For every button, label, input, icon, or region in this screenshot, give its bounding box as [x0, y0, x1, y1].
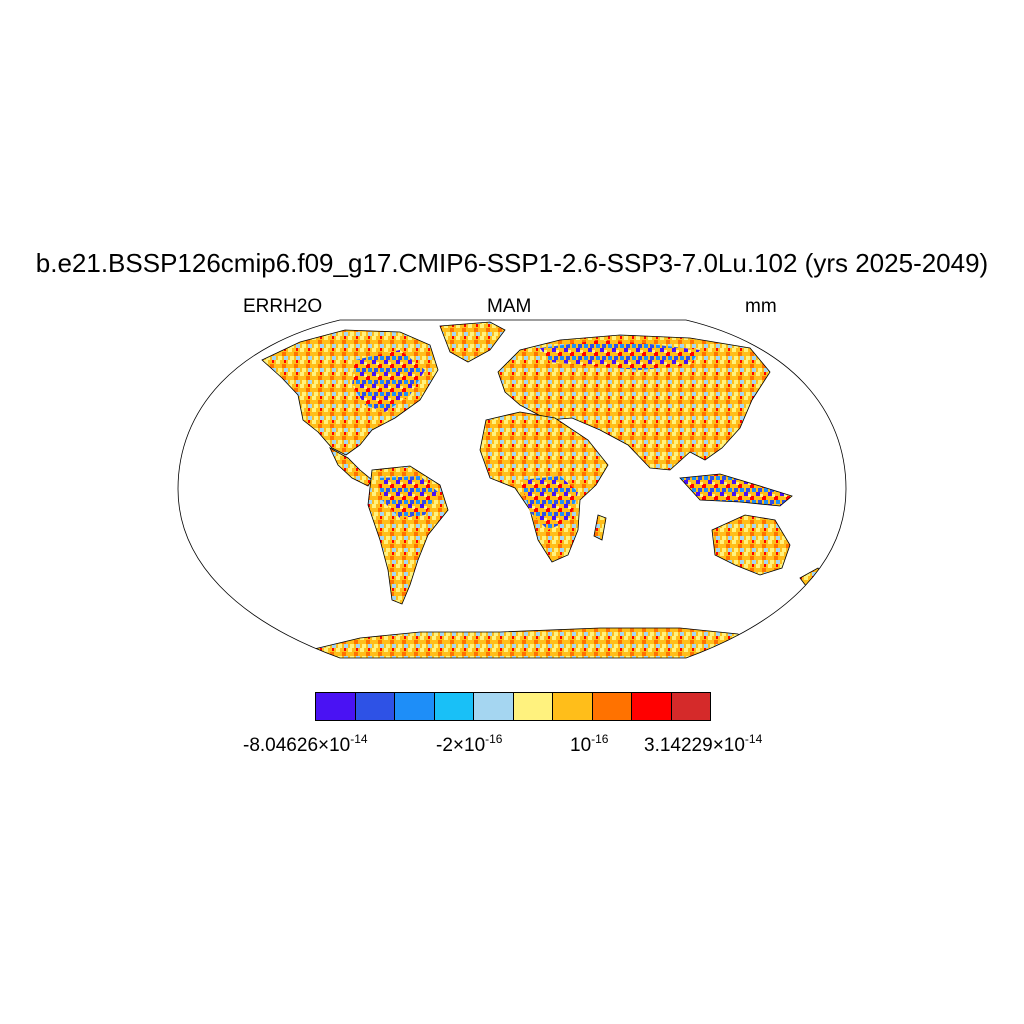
- maritime-continent-land: [679, 473, 793, 507]
- central-america-land: [329, 447, 373, 487]
- colorbar-box-0: [316, 693, 356, 720]
- colorbar-box-4: [474, 693, 514, 720]
- colorbar-label-min: -8.04626×10-14: [243, 732, 368, 756]
- colorbar-box-5: [513, 693, 553, 720]
- colorbar-label-max: 3.14229×10-14: [644, 732, 763, 756]
- colorbar-box-6: [553, 693, 593, 720]
- greenland-land: [439, 321, 506, 363]
- antarctica-land: [299, 627, 761, 658]
- colorbar: [315, 692, 711, 721]
- siberia-cool-region: [540, 340, 700, 370]
- variable-name: ERRH2O: [243, 296, 323, 317]
- colorbar-box-8: [632, 693, 672, 720]
- season-label: MAM: [487, 296, 532, 317]
- colorbar-label-pos: 10-16: [570, 732, 609, 756]
- colorbar-box-9: [671, 693, 710, 720]
- north-america-cool-region: [352, 350, 425, 412]
- madagascar-land: [593, 514, 607, 541]
- plot-title: b.e21.BSSP126cmip6.f09_g17.CMIP6-SSP1-2.…: [35, 248, 989, 278]
- map-boundary: [177, 319, 847, 659]
- colorbar-box-3: [434, 693, 474, 720]
- map-land-layer: [261, 321, 823, 658]
- colorbar-box-1: [355, 693, 395, 720]
- new-zealand-land: [799, 567, 823, 587]
- amazon-cool-region: [378, 476, 438, 518]
- north-america-land: [261, 329, 439, 456]
- australia-land: [711, 514, 791, 576]
- units-label: mm: [745, 296, 777, 317]
- central-africa-cool-region: [520, 476, 578, 530]
- colorbar-box-7: [592, 693, 632, 720]
- colorbar-box-2: [395, 693, 435, 720]
- colorbar-label-neg: -2×10-16: [436, 732, 503, 756]
